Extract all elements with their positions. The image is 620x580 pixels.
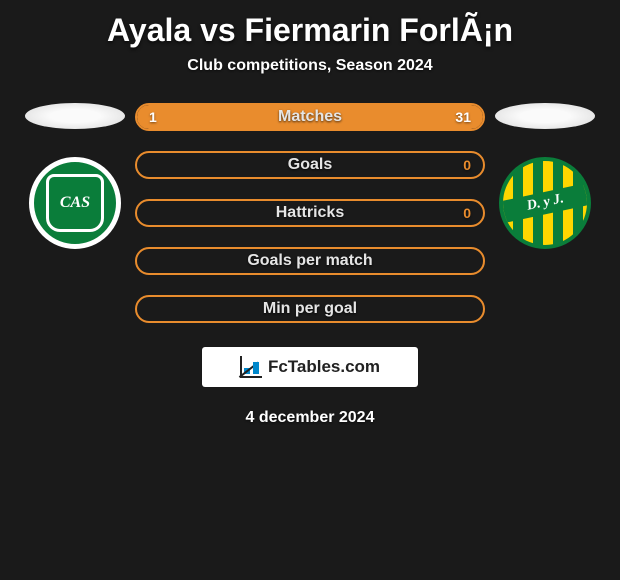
page-title: Ayala vs Fiermarin ForlÃ¡n: [0, 0, 620, 57]
stat-label: Hattricks: [276, 204, 344, 222]
footer-date: 4 december 2024: [0, 409, 620, 427]
stats-column: 1 Matches 31 Goals 0 Hattricks 0 Goals per matc…: [135, 103, 485, 323]
stat-row: Min per goal: [135, 295, 485, 323]
stat-label: Min per goal: [263, 300, 357, 318]
stat-label: Goals per match: [247, 252, 372, 270]
right-club-badge-text: D. y J.: [525, 191, 565, 214]
brand-text: FcTables.com: [268, 357, 380, 377]
stat-value-right: 31: [455, 109, 471, 125]
subtitle: Club competitions, Season 2024: [0, 57, 620, 75]
shield-icon: CAS: [46, 174, 104, 232]
stat-row: Goals per match: [135, 247, 485, 275]
right-player-photo-placeholder: [495, 103, 595, 129]
stat-row: Hattricks 0: [135, 199, 485, 227]
stat-label: Goals: [288, 156, 332, 174]
right-player-column: D. y J.: [485, 103, 605, 249]
band-icon: D. y J.: [499, 182, 591, 224]
stat-row: Goals 0: [135, 151, 485, 179]
stat-label: Matches: [278, 108, 342, 126]
brand-logo[interactable]: FcTables.com: [202, 347, 418, 387]
stat-value-right: 0: [463, 205, 471, 221]
stat-value-right: 0: [463, 157, 471, 173]
left-club-badge-text: CAS: [60, 195, 90, 211]
left-club-badge: CAS: [29, 157, 121, 249]
stat-row: 1 Matches 31: [135, 103, 485, 131]
chart-icon: [240, 356, 262, 378]
stat-value-left: 1: [149, 109, 157, 125]
right-club-badge: D. y J.: [499, 157, 591, 249]
left-player-photo-placeholder: [25, 103, 125, 129]
comparison-layout: CAS 1 Matches 31 Goals 0 Hattricks 0 Goals per …: [0, 103, 620, 323]
left-player-column: CAS: [15, 103, 135, 249]
